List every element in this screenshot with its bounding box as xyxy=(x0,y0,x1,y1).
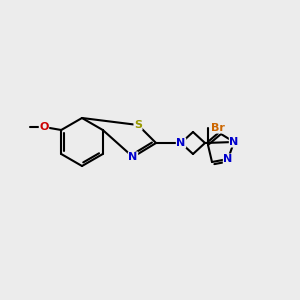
Text: S: S xyxy=(134,120,142,130)
Text: O: O xyxy=(39,122,49,132)
Text: N: N xyxy=(224,154,232,164)
Text: N: N xyxy=(230,137,238,147)
Text: Br: Br xyxy=(211,123,225,133)
Text: N: N xyxy=(128,152,138,162)
Text: N: N xyxy=(176,138,186,148)
